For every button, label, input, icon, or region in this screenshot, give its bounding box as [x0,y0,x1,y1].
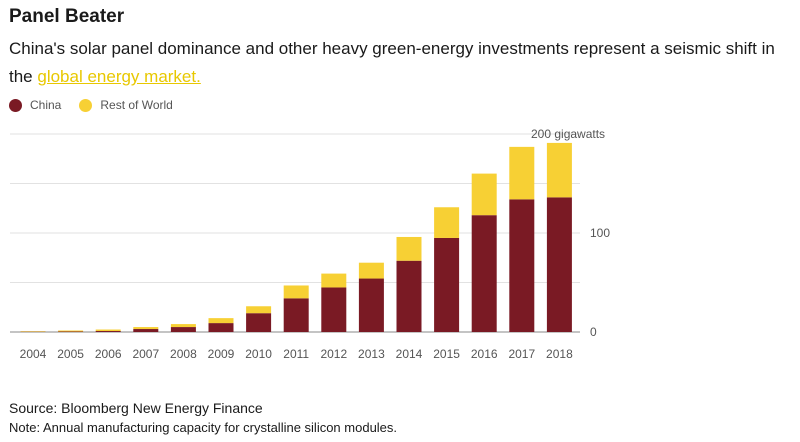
bar-china [246,313,272,332]
x-tick-label: 2008 [170,347,197,361]
bar-china [283,298,309,332]
global-energy-market-link[interactable]: global energy market. [37,67,201,86]
legend: China Rest of World [9,98,191,112]
x-tick-label: 2017 [508,347,535,361]
chart-title: Panel Beater [9,6,125,27]
bar-rest-of-world [208,318,234,324]
bar-rest-of-world [246,306,272,314]
bar-china [471,215,497,332]
x-tick-label: 2016 [471,347,498,361]
bar-rest-of-world [58,330,84,332]
bar-china [321,287,347,332]
x-tick-label: 2009 [208,347,235,361]
bar-rest-of-world [321,273,347,288]
bar-rest-of-world [358,262,384,279]
bar-rest-of-world [546,142,572,198]
chart-subtitle: China's solar panel dominance and other … [9,35,794,91]
bar-rest-of-world [471,173,497,216]
bar-china [95,331,121,332]
bar-rest-of-world [170,324,196,328]
x-tick-label: 2005 [57,347,84,361]
x-tick-label: 2010 [245,347,272,361]
bar-rest-of-world [283,285,309,299]
bar-china [358,278,384,332]
legend-label-rest-of-world: Rest of World [100,98,173,112]
y-tick-label: 0 [590,325,597,339]
bar-rest-of-world [396,236,422,261]
bar-china [170,327,196,332]
bar-china [546,197,572,332]
y-axis-top-label: 200 gigawatts [531,127,605,141]
legend-swatch-china [9,98,22,112]
x-tick-label: 2013 [358,347,385,361]
bar-china [133,329,159,332]
bar-china [396,260,422,332]
bar-china [208,323,234,332]
x-tick-label: 2007 [132,347,159,361]
bar-rest-of-world [509,146,535,200]
legend-swatch-rest-of-world [79,98,93,112]
bar-rest-of-world [95,329,121,332]
bar-china [509,199,535,332]
subtitle-text: China's solar panel dominance and other … [9,39,775,86]
x-tick-label: 2006 [95,347,122,361]
x-tick-label: 2014 [396,347,423,361]
x-tick-label: 2018 [546,347,573,361]
source-note: Source: Bloomberg New Energy Finance [9,400,263,416]
bar-china [434,237,460,332]
x-tick-label: 2011 [283,347,309,361]
x-tick-label: 2004 [20,347,47,361]
stacked-bar-chart: 0 100 200 gigawatts 2004 2005 2006 2007 2008 200… [10,127,610,361]
legend-label-china: China [30,98,62,112]
bar-rest-of-world [434,207,460,238]
x-tick-label: 2012 [320,347,347,361]
x-tick-label: 2015 [433,347,460,361]
legend-item-china: China [9,98,61,112]
bar-rest-of-world [133,327,159,330]
footnote: Note: Annual manufacturing capacity for … [9,420,398,435]
y-tick-label: 100 [590,226,610,240]
legend-item-rest-of-world: Rest of World [79,98,173,112]
